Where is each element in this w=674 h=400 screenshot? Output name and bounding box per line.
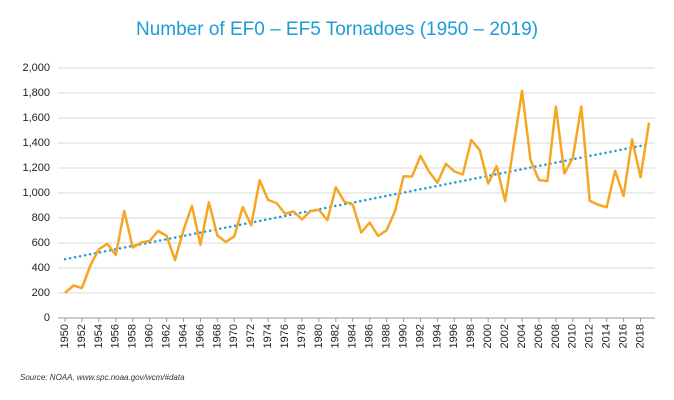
x-tick-label: 1980 <box>313 324 325 348</box>
y-tick-label: 1,800 <box>22 87 50 99</box>
source-note: Source: NOAA, www.spc.noaa.gov/wcm/#data <box>20 373 185 382</box>
y-tick-label: 1,600 <box>22 112 50 124</box>
x-tick-label: 1978 <box>296 324 308 348</box>
y-tick-label: 1,400 <box>22 137 50 149</box>
trend-line <box>63 143 651 261</box>
x-tick-label: 2010 <box>567 324 579 348</box>
x-tick-label: 1966 <box>194 324 206 348</box>
x-tick-label: 1962 <box>160 324 172 348</box>
x-tick-label: 1984 <box>347 324 359 348</box>
series-line <box>64 89 651 294</box>
x-tick-label: 1974 <box>262 324 274 348</box>
x-tick-label: 2008 <box>550 324 562 348</box>
chart-title: Number of EF0 – EF5 Tornadoes (1950 – 20… <box>136 19 538 40</box>
y-tick-label: 1,000 <box>22 187 50 199</box>
y-tick-label: 0 <box>44 312 50 324</box>
x-tick-label: 2016 <box>618 324 630 348</box>
x-tick-label: 1994 <box>431 324 443 348</box>
x-tick-label: 1952 <box>76 324 88 348</box>
x-tick-label: 2006 <box>533 324 545 348</box>
x-tick-label: 1992 <box>414 324 426 348</box>
y-tick-label: 2,000 <box>22 62 50 74</box>
x-tick-label: 1988 <box>381 324 393 348</box>
x-tick-label: 2000 <box>482 324 494 348</box>
x-tick-label: 2004 <box>516 324 528 348</box>
x-tick-label: 1968 <box>211 324 223 348</box>
x-tick-label: 2002 <box>499 324 511 348</box>
y-tick-label: 200 <box>32 287 50 299</box>
x-tick-label: 1954 <box>93 324 105 348</box>
x-tick-label: 1964 <box>177 324 189 348</box>
x-tick-label: 2014 <box>601 324 613 348</box>
x-tick-label: 1958 <box>127 324 139 348</box>
y-tick-label: 800 <box>32 212 50 224</box>
x-tick-label: 1990 <box>397 324 409 348</box>
x-tick-label: 1982 <box>330 324 342 348</box>
y-tick-label: 1,200 <box>22 162 50 174</box>
y-tick-label: 600 <box>32 237 50 249</box>
x-tick-label: 1986 <box>364 324 376 348</box>
x-tick-label: 1996 <box>448 324 460 348</box>
x-tick-label: 1972 <box>245 324 257 348</box>
x-tick-label: 1976 <box>279 324 291 348</box>
x-tick-label: 2012 <box>584 324 596 348</box>
x-tick-label: 1956 <box>110 324 122 348</box>
x-tick-label: 1998 <box>465 324 477 348</box>
x-tick-label: 1960 <box>144 324 156 348</box>
x-tick-label: 1950 <box>59 324 71 348</box>
x-tick-label: 1970 <box>228 324 240 348</box>
x-tick-label: 2018 <box>634 324 646 348</box>
y-tick-label: 400 <box>32 262 50 274</box>
